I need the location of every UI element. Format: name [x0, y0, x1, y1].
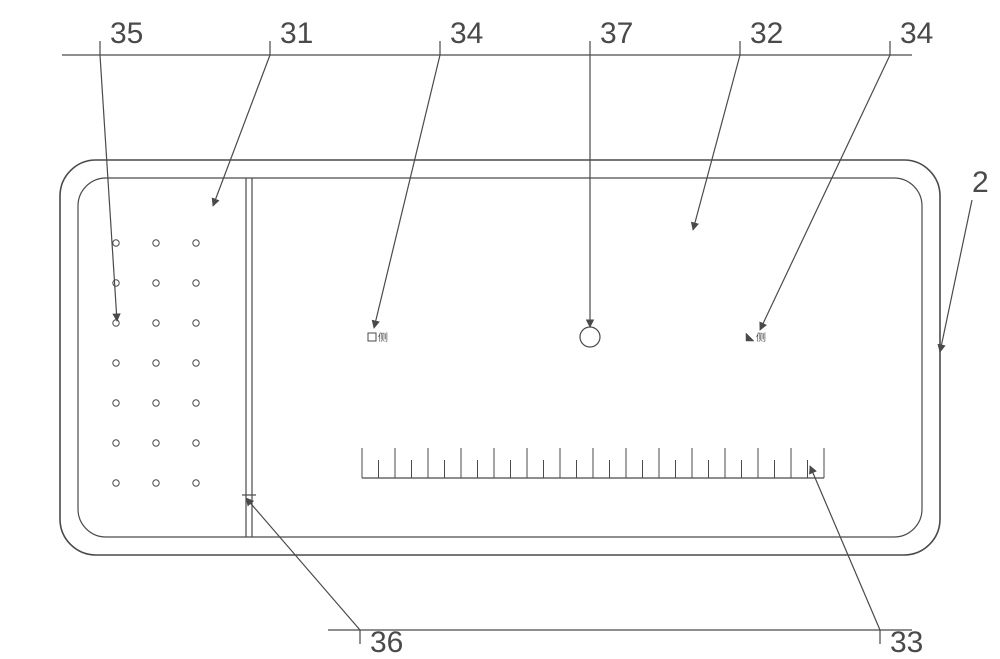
callout-leader	[213, 55, 270, 206]
square-glyph-icon	[368, 333, 376, 341]
hole	[153, 320, 159, 326]
callout-label: 34	[450, 17, 483, 50]
hole	[153, 240, 159, 246]
inner-frame	[78, 178, 922, 537]
label-left-text: 侧	[378, 331, 388, 344]
callout-leader	[940, 200, 972, 352]
hole	[113, 320, 119, 326]
hole	[193, 240, 199, 246]
label-right-text: 侧	[756, 331, 766, 344]
triangle-glyph-icon	[746, 333, 754, 341]
hole	[193, 400, 199, 406]
callout-leader	[810, 466, 880, 630]
hole	[193, 320, 199, 326]
callout-leader	[693, 55, 740, 230]
hole	[193, 280, 199, 286]
center-circle	[580, 327, 600, 347]
hole	[153, 400, 159, 406]
callout-label: 35	[110, 17, 143, 50]
diagram-svg: 侧 侧 35 31 34 37 32 34 2 36 33	[0, 0, 1000, 659]
callout-leader	[100, 55, 117, 321]
hole	[153, 440, 159, 446]
hole	[193, 440, 199, 446]
callout-label: 37	[600, 17, 633, 50]
callout-label: 36	[370, 626, 403, 659]
hole	[113, 440, 119, 446]
hole	[153, 360, 159, 366]
callout-leader	[374, 55, 440, 328]
callout-label: 31	[280, 17, 313, 50]
callout-label: 2	[972, 166, 989, 199]
hole	[113, 280, 119, 286]
hole	[113, 240, 119, 246]
callout-label: 32	[750, 17, 783, 50]
outer-frame	[60, 160, 940, 555]
callout-leader	[246, 498, 360, 630]
hole	[153, 480, 159, 486]
callout-leader	[760, 55, 890, 330]
hole	[193, 360, 199, 366]
hole	[113, 360, 119, 366]
callout-label: 34	[900, 17, 933, 50]
hole	[113, 400, 119, 406]
hole	[153, 280, 159, 286]
hole	[113, 480, 119, 486]
hole	[193, 480, 199, 486]
callout-label: 33	[890, 626, 923, 659]
